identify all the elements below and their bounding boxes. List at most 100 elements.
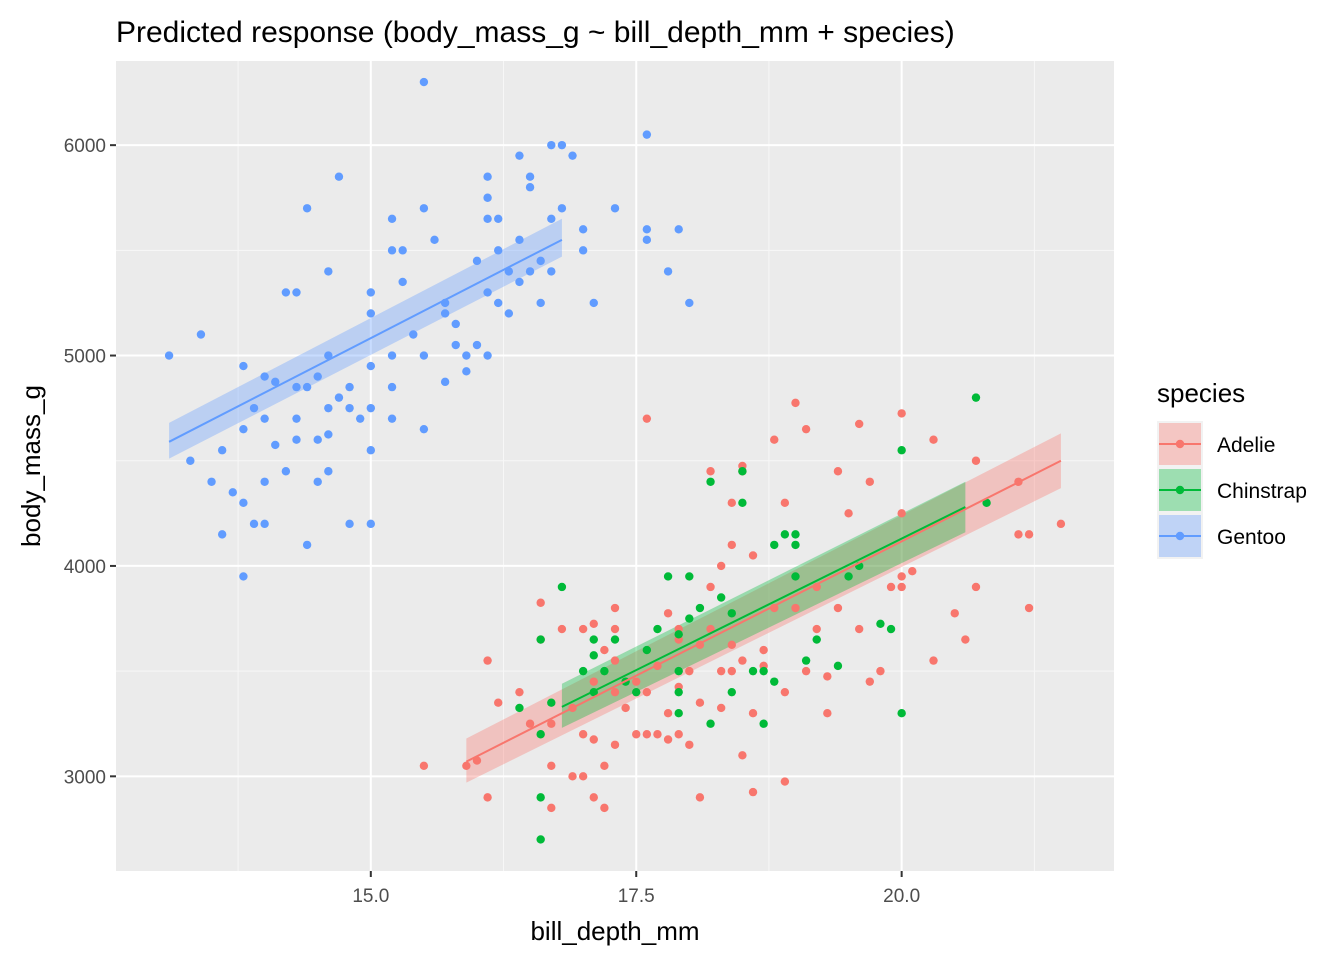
point-chinstrap [515,703,524,713]
point-chinstrap [685,614,694,623]
point-gentoo [387,246,397,255]
legend-title: species [1157,378,1245,408]
point-adelie [589,619,598,628]
point-chinstrap [738,467,747,476]
point-gentoo [366,446,376,455]
point-gentoo [472,256,482,266]
point-gentoo [642,130,652,139]
point-chinstrap [547,698,556,707]
point-adelie [897,582,906,592]
point-adelie [494,698,503,707]
point-gentoo [674,225,683,234]
x-tick-label: 15.0 [352,886,389,907]
legend-key-point [1175,439,1185,449]
point-chinstrap [610,635,620,644]
point-gentoo [536,298,545,308]
point-gentoo [409,330,418,339]
point-chinstrap [791,540,800,550]
point-chinstrap [801,656,811,665]
point-chinstrap [632,687,641,697]
point-adelie [1024,530,1034,539]
point-adelie [589,735,598,744]
point-gentoo [387,214,397,223]
point-gentoo [281,467,291,476]
x-axis-title: bill_depth_mm [530,916,699,946]
point-adelie [854,419,864,429]
point-chinstrap [727,687,736,697]
point-gentoo [196,330,206,339]
point-adelie [525,719,535,728]
point-adelie [695,793,705,802]
point-gentoo [249,403,259,413]
point-gentoo [685,298,694,308]
point-adelie [1014,530,1023,539]
point-gentoo [302,382,312,392]
point-gentoo [642,225,652,234]
x-tick-label: 17.5 [618,886,655,907]
point-adelie [886,582,896,592]
point-gentoo [334,393,344,402]
legend-key-point [1175,531,1185,541]
point-gentoo [292,414,301,423]
point-adelie [610,740,620,749]
point-adelie [589,793,598,802]
point-gentoo [440,309,450,318]
point-gentoo [568,151,577,160]
point-chinstrap [674,687,683,697]
point-gentoo [483,351,492,360]
point-gentoo [578,225,588,234]
point-chinstrap [536,730,545,739]
point-adelie [748,551,758,560]
point-adelie [547,803,556,813]
point-adelie [642,730,652,739]
point-adelie [483,656,492,665]
point-gentoo [387,382,397,392]
point-adelie [663,735,673,744]
point-adelie [653,730,662,739]
point-adelie [897,509,906,518]
point-gentoo [515,235,524,245]
point-gentoo [217,446,227,455]
fit-line-chinstrap [561,506,966,708]
point-gentoo [302,204,312,213]
point-adelie [833,467,843,476]
point-adelie [610,687,620,697]
chart-title: Predicted response (body_mass_g ~ bill_d… [116,16,955,49]
grid-lines [116,61,1114,871]
point-gentoo [440,377,450,387]
point-adelie [419,761,429,771]
point-adelie [770,435,779,444]
point-gentoo [302,540,312,550]
point-gentoo [504,309,514,318]
point-chinstrap [536,793,545,802]
point-gentoo [239,424,248,434]
legend-item-gentoo: Gentoo [1157,513,1286,559]
point-adelie [472,756,482,765]
point-chinstrap [685,572,694,581]
confidence-band-gentoo [169,218,562,459]
point-adelie [483,793,492,802]
legend: species Adelie Chinstrap Gentoo [1157,378,1307,559]
point-adelie [716,561,726,571]
point-chinstrap [738,498,747,508]
point-adelie [578,624,588,634]
point-adelie [727,498,736,508]
point-gentoo [366,361,376,371]
point-chinstrap [706,477,715,486]
point-adelie [706,467,715,476]
point-chinstrap [759,719,768,728]
point-adelie [897,572,906,581]
point-gentoo [525,183,535,192]
legend-item-adelie: Adelie [1157,421,1275,467]
point-gentoo [589,298,598,308]
point-gentoo [398,246,407,255]
point-chinstrap [589,635,598,644]
legend-item-chinstrap: Chinstrap [1157,467,1307,513]
point-adelie [578,730,588,739]
point-adelie [663,609,673,618]
point-adelie [515,687,524,697]
y-tick-label: 5000 [64,347,106,368]
point-adelie [632,730,641,739]
point-gentoo [451,340,460,350]
point-adelie [780,498,790,508]
